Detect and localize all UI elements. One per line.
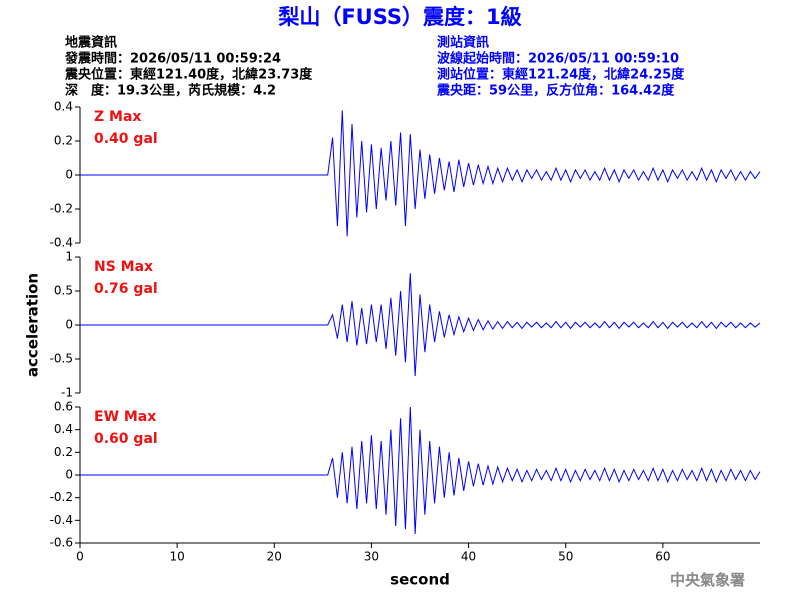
annotation-value: 0.76 gal: [94, 281, 158, 297]
y-tick-label: 0.5: [54, 284, 73, 298]
info-line: 波線起始時間：2026/05/11 00:59:10: [437, 51, 679, 67]
y-axis-label: acceleration: [24, 273, 42, 377]
info-line: 發震時間：2026/05/11 00:59:24: [64, 51, 281, 67]
info-line: 地震資訊: [65, 35, 117, 51]
x-tick-label: 40: [461, 550, 476, 564]
y-tick-label: 1: [65, 250, 73, 264]
x-tick-label: 0: [76, 550, 84, 564]
x-tick-label: 20: [267, 550, 282, 564]
info-line: 震央位置：東經121.40度，北緯23.73度: [64, 67, 313, 83]
annotation: NS Max: [94, 259, 153, 275]
annotation: EW Max: [94, 409, 156, 425]
annotation-value: 0.60 gal: [94, 431, 158, 447]
y-tick-label: 0.2: [54, 134, 73, 148]
waveform: [80, 273, 761, 377]
x-axis-label: second: [390, 571, 450, 589]
y-tick-label: 0.4: [54, 422, 73, 436]
waveform: [80, 110, 761, 237]
y-tick-label: 0: [65, 318, 73, 332]
waveform: [80, 406, 761, 534]
title: 梨山（FUSS）震度：1級: [278, 5, 521, 29]
annotation: Z Max: [94, 109, 141, 125]
x-tick-label: 60: [655, 550, 670, 564]
y-tick-label: 0.4: [54, 100, 73, 114]
info-line: 測站資訊: [437, 35, 489, 51]
y-tick-label: 0.6: [54, 400, 73, 414]
y-tick-label: -1: [61, 386, 73, 400]
y-tick-label: -0.4: [50, 236, 73, 250]
y-tick-label: 0: [65, 468, 73, 482]
info-line: 震央距：59公里，反方位角：164.42度: [436, 83, 675, 99]
y-tick-label: -0.2: [50, 202, 73, 216]
x-tick-label: 30: [364, 550, 379, 564]
info-line: 深 度：19.3公里，芮氏規模：4.2: [65, 83, 276, 99]
annotation-value: 0.40 gal: [94, 131, 158, 147]
footer: 中央氣象署: [670, 571, 745, 589]
y-tick-label: -0.5: [50, 352, 73, 366]
x-tick-label: 50: [558, 550, 573, 564]
info-line: 測站位置：東經121.24度，北緯24.25度: [437, 67, 685, 83]
x-tick-label: 10: [170, 550, 185, 564]
y-tick-label: -0.6: [50, 536, 73, 550]
y-tick-label: -0.2: [50, 490, 73, 504]
y-tick-label: 0.2: [54, 445, 73, 459]
y-tick-label: -0.4: [50, 513, 73, 527]
y-tick-label: 0: [65, 168, 73, 182]
